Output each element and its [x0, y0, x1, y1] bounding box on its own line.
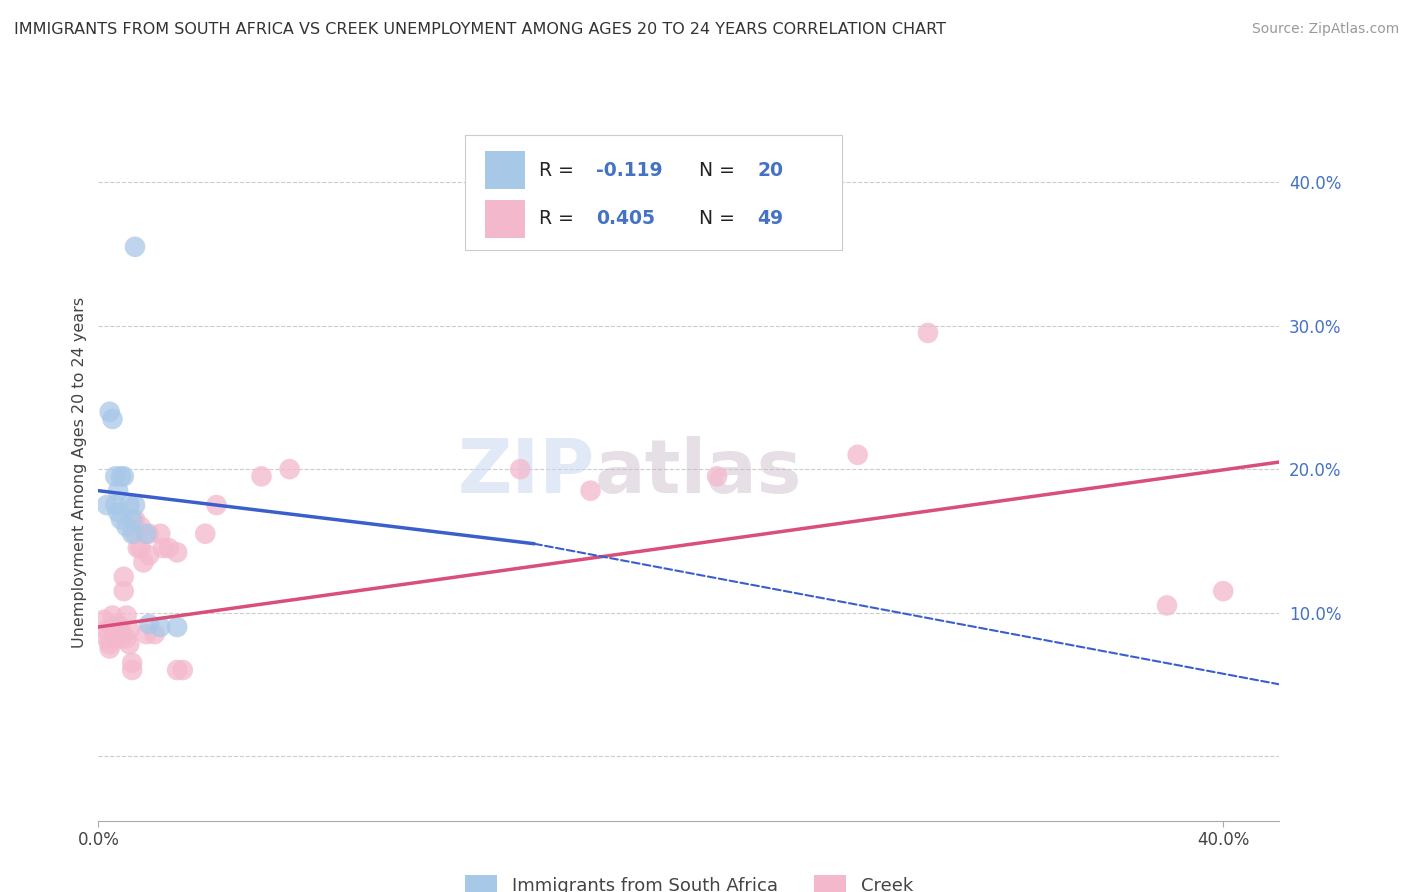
Point [124, 526, 146, 541]
Point [104, 632, 127, 646]
Text: 0.405: 0.405 [596, 210, 655, 228]
Point [124, 240, 146, 254]
Point [706, 469, 728, 483]
Point [121, 656, 143, 670]
Point [104, 627, 127, 641]
Point [127, 541, 149, 555]
Point [138, 548, 160, 562]
Point [166, 663, 188, 677]
Point [115, 608, 138, 623]
Point [1212, 584, 1234, 599]
Point [98, 641, 121, 656]
Point [157, 541, 180, 555]
Point [1156, 599, 1178, 613]
Point [121, 512, 143, 526]
Point [112, 570, 135, 584]
Point [115, 519, 138, 533]
Point [98, 405, 121, 419]
Point [118, 498, 141, 512]
Point [143, 627, 166, 641]
Text: N =: N = [686, 161, 741, 179]
Point [149, 620, 172, 634]
Point [107, 620, 129, 634]
Text: R =: R = [538, 161, 579, 179]
Text: ZIP: ZIP [457, 436, 595, 509]
Point [132, 556, 155, 570]
Point [129, 519, 152, 533]
Point [172, 663, 194, 677]
Point [124, 498, 146, 512]
Point [121, 526, 143, 541]
Point [135, 627, 157, 641]
Point [101, 608, 124, 623]
FancyBboxPatch shape [464, 136, 842, 250]
Point [96, 632, 118, 646]
Point [166, 620, 188, 634]
Text: IMMIGRANTS FROM SOUTH AFRICA VS CREEK UNEMPLOYMENT AMONG AGES 20 TO 24 YEARS COR: IMMIGRANTS FROM SOUTH AFRICA VS CREEK UN… [14, 22, 946, 37]
Point [138, 526, 160, 541]
Point [101, 620, 124, 634]
Point [129, 541, 152, 555]
Point [166, 545, 188, 559]
Point [118, 623, 141, 637]
Point [278, 462, 301, 476]
Point [110, 632, 132, 646]
Point [124, 512, 146, 526]
Point [135, 526, 157, 541]
Point [509, 462, 531, 476]
Point [104, 498, 127, 512]
Point [917, 326, 939, 340]
Point [152, 541, 174, 555]
Point [101, 412, 124, 426]
Point [107, 617, 129, 632]
Point [96, 623, 118, 637]
Text: -0.119: -0.119 [596, 161, 662, 179]
Text: 20: 20 [758, 161, 783, 179]
Point [115, 632, 138, 646]
Point [112, 584, 135, 599]
Point [110, 469, 132, 483]
Point [205, 498, 228, 512]
Point [149, 526, 172, 541]
Point [579, 483, 602, 498]
Legend: Immigrants from South Africa, Creek: Immigrants from South Africa, Creek [457, 868, 921, 892]
FancyBboxPatch shape [485, 151, 524, 189]
Point [110, 512, 132, 526]
Text: Source: ZipAtlas.com: Source: ZipAtlas.com [1251, 22, 1399, 37]
Point [138, 617, 160, 632]
Point [107, 627, 129, 641]
Point [112, 469, 135, 483]
Point [107, 505, 129, 519]
Point [107, 483, 129, 498]
Text: R =: R = [538, 210, 579, 228]
Point [98, 637, 121, 651]
Point [93, 613, 115, 627]
Point [118, 637, 141, 651]
Text: atlas: atlas [595, 436, 801, 509]
Point [104, 469, 127, 483]
Y-axis label: Unemployment Among Ages 20 to 24 years: Unemployment Among Ages 20 to 24 years [72, 297, 87, 648]
Point [194, 526, 217, 541]
FancyBboxPatch shape [485, 200, 524, 238]
Point [846, 448, 869, 462]
Point [110, 623, 132, 637]
Point [96, 498, 118, 512]
Text: N =: N = [686, 210, 741, 228]
Point [121, 663, 143, 677]
Text: 49: 49 [758, 210, 783, 228]
Point [250, 469, 273, 483]
